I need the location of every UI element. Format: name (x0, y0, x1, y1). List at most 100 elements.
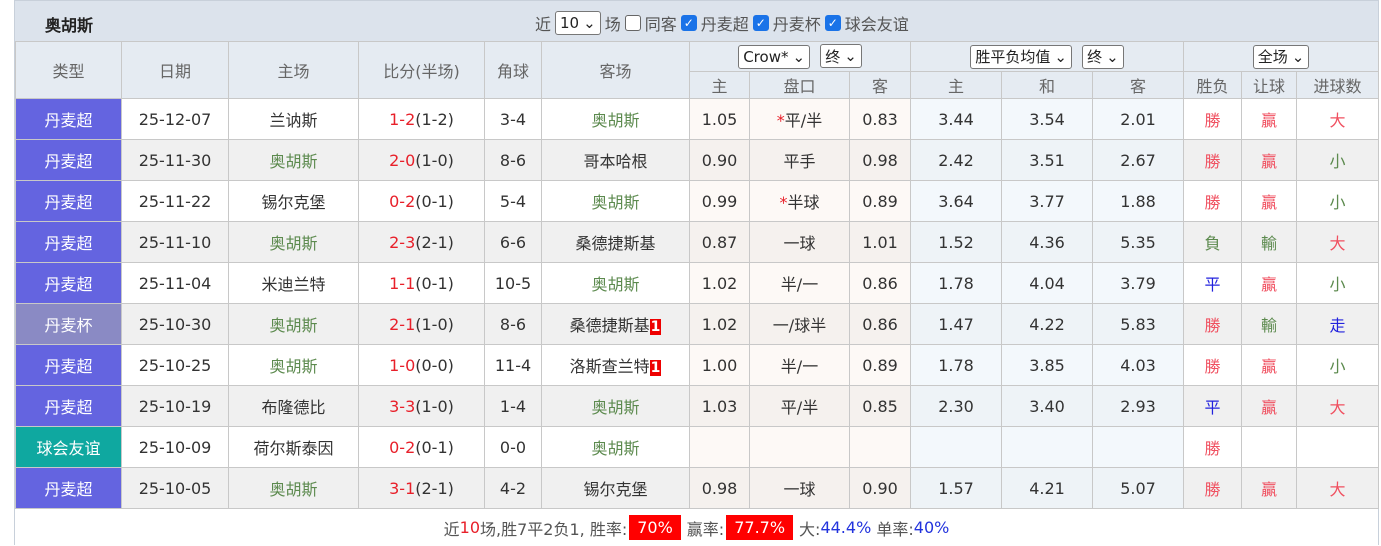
eu-home-odds: 2.42 (910, 139, 1003, 181)
red-card-badge: 1 (649, 319, 662, 335)
eu-home-odds: 1.57 (910, 467, 1003, 509)
eu-away-odds: 2.01 (1092, 98, 1185, 140)
away-team-cell[interactable]: 锡尔克堡 (541, 467, 690, 509)
full-time-score: 1-1 (389, 273, 416, 293)
win-rate-badge: 70% (629, 515, 681, 540)
ah-away-odds: 0.85 (848, 385, 912, 427)
half-time-score: (2-1) (415, 478, 454, 498)
eu-draw-odds (1001, 426, 1094, 468)
score[interactable]: 1-2(1-2) (358, 98, 485, 140)
ah-away-odds: 0.86 (848, 262, 912, 304)
home-team[interactable]: 奥胡斯 (228, 344, 359, 386)
league-type[interactable]: 丹麦超 (15, 98, 122, 140)
league-type[interactable]: 丹麦超 (15, 221, 122, 263)
ah-away-odds: 0.89 (848, 180, 912, 222)
match-date: 25-11-30 (121, 139, 229, 181)
eu-away-odds: 5.35 (1092, 221, 1185, 263)
score[interactable]: 3-1(2-1) (358, 467, 485, 509)
home-team[interactable]: 米迪兰特 (228, 262, 359, 304)
chevron-down-icon: ⌄ (1291, 47, 1305, 66)
away-team-cell[interactable]: 奥胡斯 (541, 262, 690, 304)
away-team-cell[interactable]: 桑德捷斯基 (541, 221, 690, 263)
home-team[interactable]: 奥胡斯 (228, 139, 359, 181)
ah-stage-select[interactable]: 终 ⌄ (820, 44, 862, 69)
league-type[interactable]: 丹麦超 (15, 344, 122, 386)
score[interactable]: 0-2(0-1) (358, 426, 485, 468)
ah-line-cell: 一球 (749, 221, 850, 263)
big-rate-value: 44.4% (820, 518, 872, 537)
table-row: 丹麦超 25-11-30 奥胡斯 2-0(1-0) 8-6 哥本哈根 0.90 平手 0.98 2… (15, 139, 1380, 181)
filter-checkbox-cup[interactable]: ✓ (752, 15, 769, 31)
filter-checkbox-superliga[interactable]: ✓ (680, 15, 697, 31)
full-time-score: 1-0 (389, 355, 416, 375)
eu-draw-odds: 3.51 (1001, 139, 1094, 181)
ah-company-select[interactable]: Crow* ⌄ (738, 44, 811, 69)
score[interactable]: 2-0(1-0) (358, 139, 485, 181)
col-score: 比分(半场) (358, 41, 485, 99)
eu-away-odds: 2.93 (1092, 385, 1185, 427)
away-team: 桑德捷斯基 (575, 234, 656, 253)
full-time-score: 2-1 (389, 314, 416, 334)
score[interactable]: 2-1(1-0) (358, 303, 485, 345)
filter-label: 丹麦超 (700, 15, 749, 34)
table-row: 丹麦超 25-10-05 奥胡斯 3-1(2-1) 4-2 锡尔克堡 0.98 一球 0.90 1… (15, 467, 1380, 509)
eu-draw-odds: 3.77 (1001, 180, 1094, 222)
result: 平 (1183, 385, 1243, 427)
away-team: 奥胡斯 (591, 275, 640, 294)
handicap-result: 贏 (1241, 98, 1298, 140)
match-date: 25-10-25 (121, 344, 229, 386)
league-type[interactable]: 丹麦杯 (15, 303, 122, 345)
col-ah-home: 主 (689, 71, 750, 99)
league-type[interactable]: 丹麦超 (15, 139, 122, 181)
same-venue-checkbox[interactable] (624, 15, 641, 31)
score[interactable]: 1-0(0-0) (358, 344, 485, 386)
away-team-cell[interactable]: 奥胡斯 (541, 180, 690, 222)
score[interactable]: 2-3(2-1) (358, 221, 485, 263)
ah-home-odds: 1.00 (689, 344, 750, 386)
ah-line-cell: 平手 (749, 139, 850, 181)
eu-draw-odds: 3.85 (1001, 344, 1094, 386)
result: 勝 (1183, 426, 1243, 468)
home-team[interactable]: 奥胡斯 (228, 303, 359, 345)
away-team-cell[interactable]: 奥胡斯 (541, 385, 690, 427)
home-team[interactable]: 荷尔斯泰因 (228, 426, 359, 468)
full-time-score: 2-3 (389, 232, 416, 252)
corners: 8-6 (484, 139, 542, 181)
away-team-cell[interactable]: 奥胡斯 (541, 426, 690, 468)
home-team[interactable]: 布隆德比 (228, 385, 359, 427)
league-type[interactable]: 丹麦超 (15, 467, 122, 509)
score[interactable]: 1-1(0-1) (358, 262, 485, 304)
league-type[interactable]: 丹麦超 (15, 180, 122, 222)
away-team-cell[interactable]: 哥本哈根 (541, 139, 690, 181)
league-type[interactable]: 丹麦超 (15, 262, 122, 304)
away-team-cell[interactable]: 奥胡斯 (541, 98, 690, 140)
eu-type-select[interactable]: 胜平负均值 ⌄ (970, 44, 1072, 69)
filter-bar: 奥胡斯 近 10 ⌄ 场 同客 ✓ 丹麦超 ✓ 丹麦杯 ✓ 球会友谊 (15, 0, 1378, 41)
score[interactable]: 0-2(0-1) (358, 180, 485, 222)
away-team-cell[interactable]: 洛斯查兰特1 (541, 344, 690, 386)
score[interactable]: 3-3(1-0) (358, 385, 485, 427)
recent-count-select[interactable]: 10 ⌄ (555, 11, 601, 35)
home-team[interactable]: 兰讷斯 (228, 98, 359, 140)
league-type[interactable]: 丹麦超 (15, 385, 122, 427)
goals-result: 小 (1296, 262, 1380, 304)
ah-selectors: Crow* ⌄ 终 ⌄ (688, 41, 912, 72)
range-select[interactable]: 全场 ⌄ (1252, 44, 1310, 69)
ah-company-value: Crow* (743, 47, 789, 66)
eu-stage-select[interactable]: 终 ⌄ (1082, 44, 1124, 69)
ah-line: 平/半 (780, 398, 819, 417)
ah-away-odds: 0.86 (848, 303, 912, 345)
eu-home-odds: 1.78 (910, 262, 1003, 304)
table-row: 丹麦超 25-11-04 米迪兰特 1-1(0-1) 10-5 奥胡斯 1.02 半/一 0.8… (15, 262, 1380, 304)
home-team[interactable]: 奥胡斯 (228, 467, 359, 509)
away-team-cell[interactable]: 桑德捷斯基1 (541, 303, 690, 345)
league-type[interactable]: 球会友谊 (15, 426, 122, 468)
home-team[interactable]: 锡尔克堡 (228, 180, 359, 222)
ah-home-odds: 0.90 (689, 139, 750, 181)
full-time-score: 1-2 (389, 109, 416, 129)
summary-pre: 近 (443, 519, 460, 539)
home-team[interactable]: 奥胡斯 (228, 221, 359, 263)
goals-result: 大 (1296, 98, 1380, 140)
filter-checkbox-friendly[interactable]: ✓ (824, 15, 841, 31)
eu-draw-odds: 4.36 (1001, 221, 1094, 263)
